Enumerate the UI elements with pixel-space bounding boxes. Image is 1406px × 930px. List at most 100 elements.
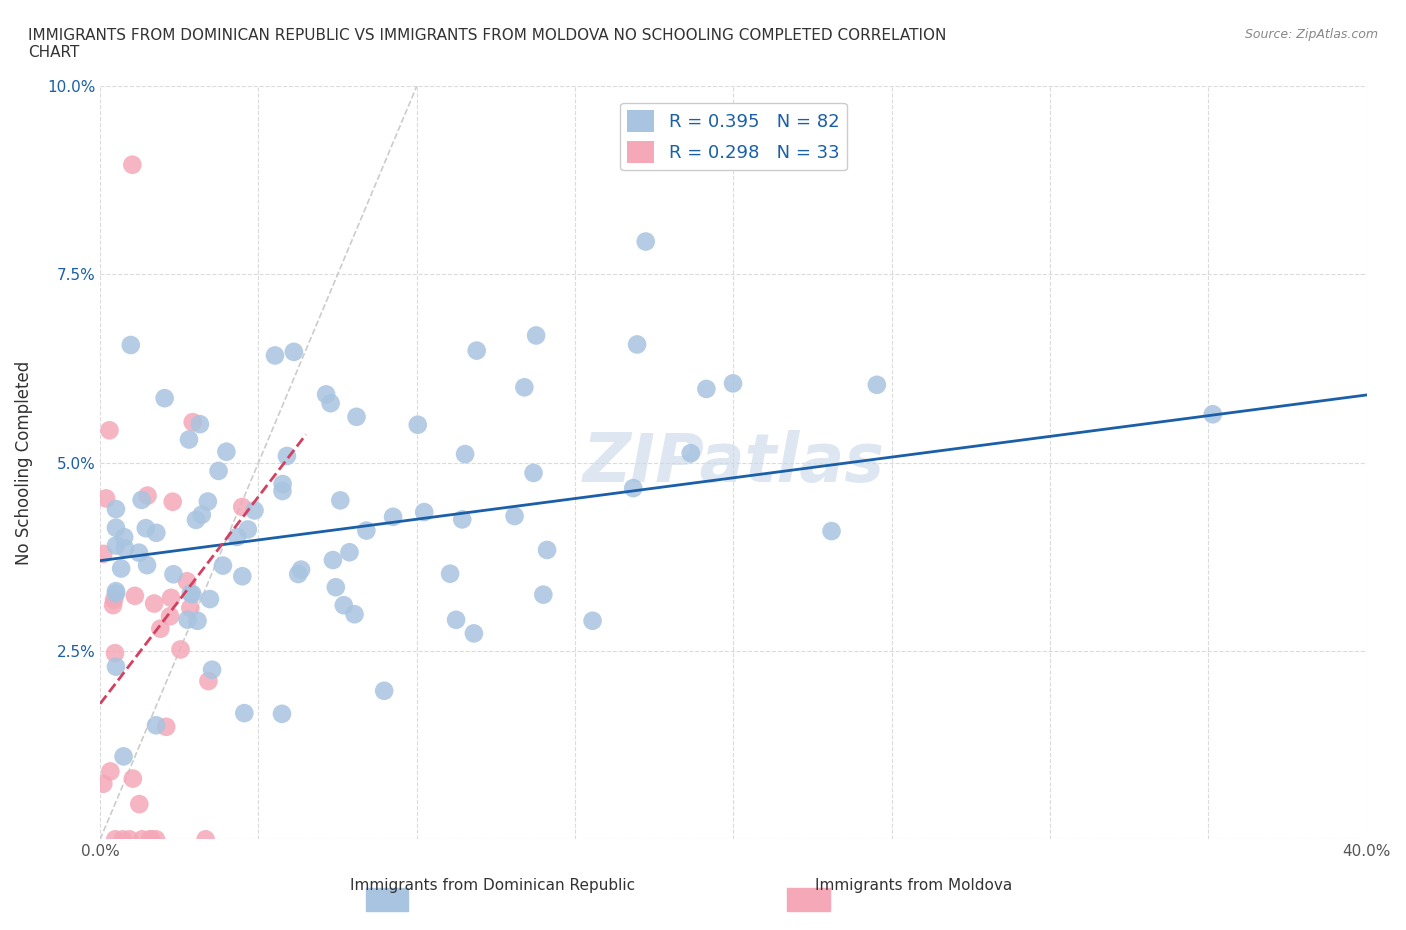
Point: [181, 587, 204, 602]
Point: [524, 328, 547, 343]
Point: [139, 832, 162, 847]
Point: [98, 764, 121, 778]
Point: [169, 642, 191, 657]
Point: [201, 662, 224, 677]
Point: [626, 337, 648, 352]
Point: [162, 494, 184, 509]
Point: [679, 445, 702, 460]
Point: [531, 587, 554, 602]
Point: [356, 523, 378, 538]
Point: [319, 396, 342, 411]
Point: [463, 626, 485, 641]
Point: [179, 601, 201, 616]
Point: [215, 445, 238, 459]
Point: [135, 521, 157, 536]
Point: [1202, 406, 1225, 421]
Point: [536, 542, 558, 557]
Point: [382, 510, 405, 525]
Text: IMMIGRANTS FROM DOMINICAN REPUBLIC VS IMMIGRANTS FROM MOLDOVA NO SCHOOLING COMPL: IMMIGRANTS FROM DOMINICAN REPUBLIC VS IM…: [28, 28, 946, 60]
Point: [695, 381, 717, 396]
Point: [451, 512, 474, 526]
Point: [91, 777, 114, 791]
Point: [180, 586, 202, 601]
Point: [343, 606, 366, 621]
Point: [283, 344, 305, 359]
Text: Source: ZipAtlas.com: Source: ZipAtlas.com: [1244, 28, 1378, 41]
Point: [139, 832, 162, 847]
Point: [231, 569, 253, 584]
Point: [159, 609, 181, 624]
Point: [128, 797, 150, 812]
Point: [406, 418, 429, 432]
Point: [114, 541, 136, 556]
Point: [271, 707, 294, 722]
Point: [346, 409, 368, 424]
Point: [176, 612, 198, 627]
Point: [271, 476, 294, 491]
Point: [143, 596, 166, 611]
Point: [522, 466, 544, 481]
Point: [329, 493, 352, 508]
Point: [149, 621, 172, 636]
Point: [145, 718, 167, 733]
Point: [290, 562, 312, 577]
Point: [112, 749, 135, 764]
Point: [112, 530, 135, 545]
Point: [236, 522, 259, 537]
Point: [212, 558, 235, 573]
Point: [198, 591, 221, 606]
Point: [104, 538, 127, 553]
Point: [465, 343, 488, 358]
Point: [104, 586, 127, 601]
Point: [621, 481, 644, 496]
Point: [287, 566, 309, 581]
Text: Immigrants from Dominican Republic: Immigrants from Dominican Republic: [350, 878, 634, 893]
Point: [322, 552, 344, 567]
Point: [373, 684, 395, 698]
Point: [98, 423, 121, 438]
Point: [866, 378, 889, 392]
Point: [332, 598, 354, 613]
Point: [160, 591, 183, 605]
Point: [121, 157, 143, 172]
Point: [155, 720, 177, 735]
Point: [176, 574, 198, 589]
Text: ZIPatlas: ZIPatlas: [582, 430, 884, 496]
Point: [145, 832, 167, 847]
Point: [177, 432, 200, 447]
Point: [513, 379, 536, 394]
Point: [820, 524, 842, 538]
Point: [104, 584, 127, 599]
Point: [136, 488, 159, 503]
Point: [104, 645, 127, 660]
Point: [104, 520, 127, 535]
Point: [124, 589, 146, 604]
Point: [634, 234, 657, 249]
Point: [104, 659, 127, 674]
Point: [118, 832, 141, 847]
Point: [181, 415, 204, 430]
Point: [197, 494, 219, 509]
Point: [162, 566, 184, 581]
Point: [276, 448, 298, 463]
Point: [439, 566, 461, 581]
Point: [413, 505, 436, 520]
Legend: R = 0.395   N = 82, R = 0.298   N = 33: R = 0.395 N = 82, R = 0.298 N = 33: [620, 102, 846, 170]
Point: [120, 338, 142, 352]
Point: [110, 561, 132, 576]
Point: [191, 507, 214, 522]
Point: [111, 832, 134, 847]
Point: [91, 547, 114, 562]
Point: [131, 493, 153, 508]
Point: [128, 545, 150, 560]
Point: [444, 612, 467, 627]
Point: [131, 832, 153, 847]
Point: [503, 509, 526, 524]
Point: [233, 706, 256, 721]
Point: [145, 525, 167, 540]
Point: [454, 446, 477, 461]
Point: [339, 545, 361, 560]
Text: Immigrants from Moldova: Immigrants from Moldova: [815, 878, 1012, 893]
Point: [187, 614, 209, 629]
Point: [264, 348, 287, 363]
